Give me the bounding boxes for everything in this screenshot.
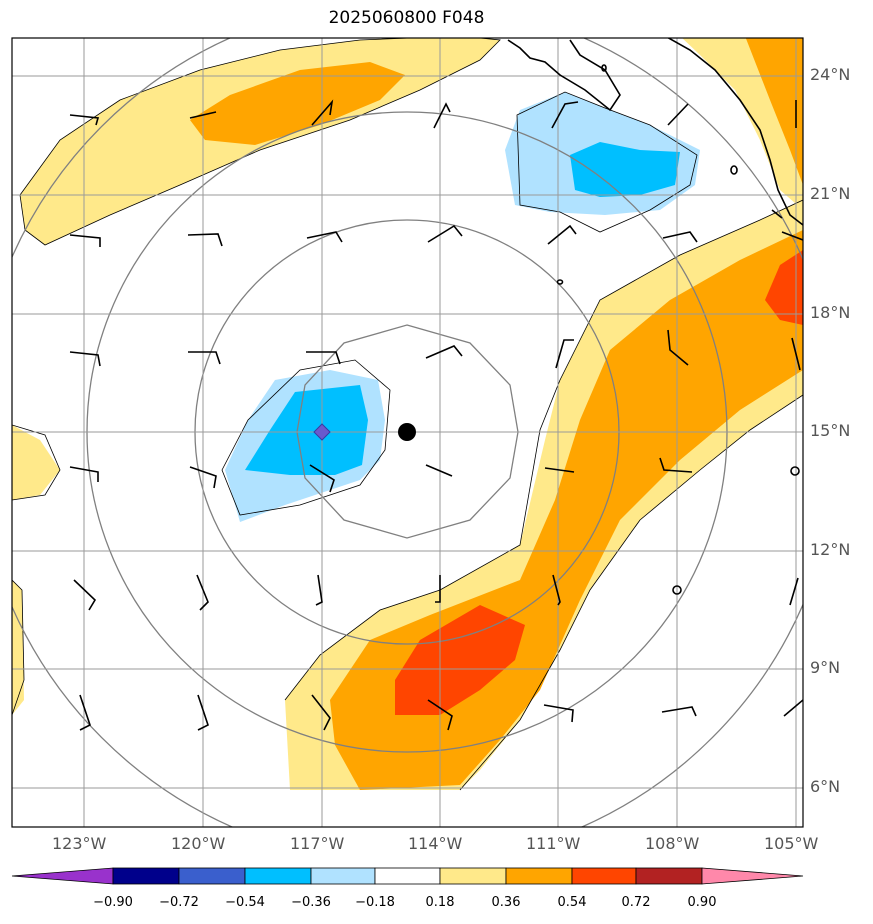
lon-label: 117°W bbox=[290, 834, 345, 853]
colorbar-tick-label: 0.18 bbox=[425, 895, 455, 910]
colorbar-cell bbox=[112, 867, 180, 885]
anomaly-contour-lines bbox=[12, 38, 803, 791]
lat-label: 6°N bbox=[810, 777, 841, 796]
negative-anomaly-center bbox=[225, 370, 385, 522]
minimum-marker bbox=[313, 423, 331, 441]
lon-label: 105°W bbox=[764, 834, 819, 853]
wind-barbs bbox=[69, 99, 803, 731]
lat-label: 9°N bbox=[810, 658, 841, 677]
colorbar-tick-label: −0.90 bbox=[93, 895, 133, 910]
colorbar-low-extend bbox=[11, 867, 114, 885]
colorbar-cell bbox=[505, 867, 573, 885]
positive-anomaly-band-southeast bbox=[285, 200, 803, 790]
lon-label: 120°W bbox=[171, 834, 226, 853]
lon-label: 114°W bbox=[408, 834, 463, 853]
storm-center-marker bbox=[398, 423, 416, 441]
lat-label: 12°N bbox=[810, 540, 851, 559]
lon-label: 108°W bbox=[645, 834, 700, 853]
map-frame bbox=[11, 37, 804, 828]
colorbar-tick-label: −0.54 bbox=[225, 895, 265, 910]
colorbar-cell bbox=[244, 867, 312, 885]
colorbar-tick-label: −0.18 bbox=[355, 895, 395, 910]
lat-label: 18°N bbox=[810, 303, 851, 322]
colorbar-cell bbox=[571, 867, 637, 885]
colorbar-high-extend bbox=[701, 867, 804, 885]
lon-label: 111°W bbox=[526, 834, 581, 853]
colorbar-cell bbox=[374, 867, 441, 885]
positive-anomaly-west-edge bbox=[12, 425, 60, 715]
colorbar-tick-label: −0.36 bbox=[291, 895, 331, 910]
coastline bbox=[507, 38, 803, 595]
colorbar-cell bbox=[310, 867, 376, 885]
colorbar-tick-label: −0.72 bbox=[159, 895, 199, 910]
colorbar-tick-label: 0.54 bbox=[557, 895, 587, 910]
negative-anomaly-northeast bbox=[505, 92, 700, 215]
lat-label: 15°N bbox=[810, 421, 851, 440]
colorbar bbox=[11, 867, 804, 885]
positive-anomaly-band-north bbox=[20, 38, 500, 245]
lon-label: 123°W bbox=[52, 834, 107, 853]
map-title: 2025060800 F048 bbox=[328, 8, 485, 28]
colorbar-cell bbox=[178, 867, 246, 885]
positive-anomaly-band-northeast bbox=[682, 38, 803, 210]
lat-label: 24°N bbox=[810, 65, 851, 84]
colorbar-cell bbox=[635, 867, 703, 885]
colorbar-tick-label: 0.36 bbox=[491, 895, 521, 910]
colorbar-cell bbox=[439, 867, 507, 885]
lat-label: 21°N bbox=[810, 184, 851, 203]
colorbar-tick-label: 0.72 bbox=[621, 895, 651, 910]
colorbar-tick-label: 0.90 bbox=[687, 895, 717, 910]
